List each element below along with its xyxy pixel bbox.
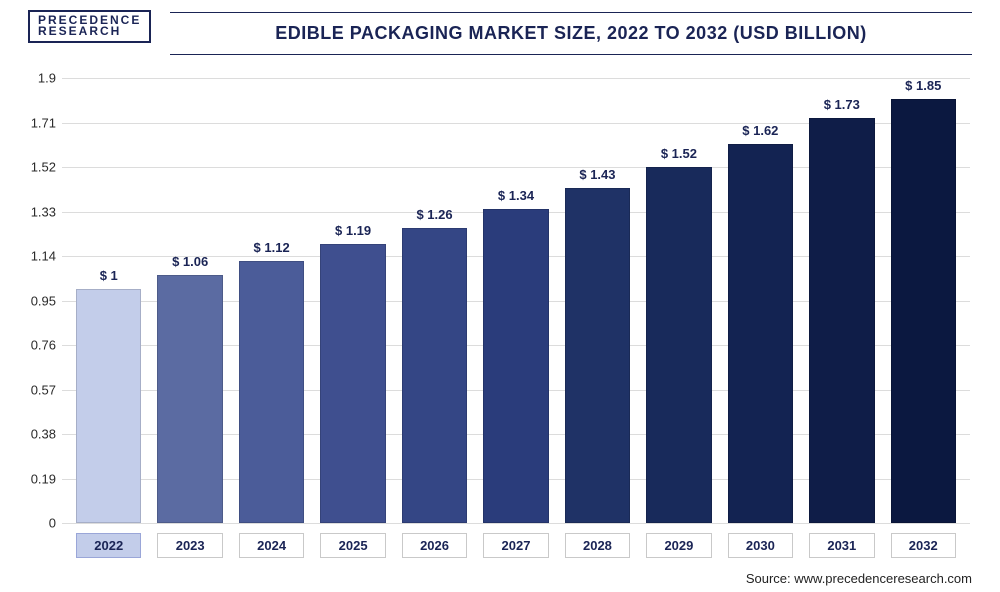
bar-slot: $ 1.06	[149, 78, 230, 523]
x-category-label: 2029	[646, 533, 711, 558]
bar-value-label: $ 1.85	[905, 78, 941, 93]
chart-title: EDIBLE PACKAGING MARKET SIZE, 2022 TO 20…	[275, 23, 866, 43]
bar-value-label: $ 1.12	[254, 240, 290, 255]
x-category: 2023	[149, 533, 230, 558]
bar	[320, 244, 385, 523]
x-category: 2022	[68, 533, 149, 558]
bar-slot: $ 1.26	[394, 78, 475, 523]
bar-value-label: $ 1.19	[335, 223, 371, 238]
y-tick-label: 1.14	[18, 249, 56, 264]
bar	[809, 118, 874, 523]
y-tick-label: 0	[18, 516, 56, 531]
bar-value-label: $ 1	[100, 268, 118, 283]
x-category-label: 2031	[809, 533, 874, 558]
bar-value-label: $ 1.43	[579, 167, 615, 182]
x-category: 2031	[801, 533, 882, 558]
bar	[565, 188, 630, 523]
x-category-label: 2028	[565, 533, 630, 558]
y-tick-label: 0.95	[18, 293, 56, 308]
gridline	[62, 523, 970, 524]
x-category-label: 2022	[76, 533, 141, 558]
x-category-label: 2030	[728, 533, 793, 558]
bar-slot: $ 1	[68, 78, 149, 523]
x-category: 2032	[883, 533, 964, 558]
y-tick-label: 0.38	[18, 427, 56, 442]
y-tick-label: 0.76	[18, 338, 56, 353]
bar	[76, 289, 141, 523]
bar	[239, 261, 304, 523]
chart-title-bar: EDIBLE PACKAGING MARKET SIZE, 2022 TO 20…	[170, 12, 972, 55]
bar-value-label: $ 1.06	[172, 254, 208, 269]
y-tick-label: 1.52	[18, 160, 56, 175]
brand-logo: PRECEDENCE RESEARCH	[28, 10, 151, 43]
x-category-label: 2023	[157, 533, 222, 558]
bar-value-label: $ 1.34	[498, 188, 534, 203]
x-axis-labels: 2022 2023 2024 2025 2026 2027 2028 2029 2030 2031…	[62, 533, 970, 558]
bar	[891, 99, 956, 523]
x-category-label: 2026	[402, 533, 467, 558]
x-category: 2030	[720, 533, 801, 558]
bar-slot: $ 1.34	[475, 78, 556, 523]
x-category: 2026	[394, 533, 475, 558]
x-category-label: 2027	[483, 533, 548, 558]
bar-slot: $ 1.73	[801, 78, 882, 523]
bar-slot: $ 1.62	[720, 78, 801, 523]
y-tick-label: 0.57	[18, 382, 56, 397]
y-tick-label: 1.71	[18, 115, 56, 130]
bar-slot: $ 1.52	[638, 78, 719, 523]
source-text: Source: www.precedenceresearch.com	[746, 571, 972, 586]
bars-container: $ 1 $ 1.06 $ 1.12 $ 1.19 $ 1.26 $ 1.34 $ 1.43 $…	[62, 78, 970, 523]
bar-slot: $ 1.85	[883, 78, 964, 523]
bar	[483, 209, 548, 523]
x-category-label: 2032	[891, 533, 956, 558]
bar	[646, 167, 711, 523]
bar	[402, 228, 467, 523]
x-category-label: 2025	[320, 533, 385, 558]
bar-value-label: $ 1.62	[742, 123, 778, 138]
y-tick-label: 0.19	[18, 471, 56, 486]
bar	[728, 144, 793, 523]
x-category: 2024	[231, 533, 312, 558]
y-tick-label: 1.33	[18, 204, 56, 219]
bar-slot: $ 1.19	[312, 78, 393, 523]
x-category: 2028	[557, 533, 638, 558]
bar-chart: 00.190.380.570.760.951.141.331.521.711.9…	[62, 78, 970, 524]
x-category: 2027	[475, 533, 556, 558]
y-tick-label: 1.9	[18, 71, 56, 86]
bar-slot: $ 1.43	[557, 78, 638, 523]
x-category: 2029	[638, 533, 719, 558]
bar	[157, 275, 222, 523]
bar-slot: $ 1.12	[231, 78, 312, 523]
bar-value-label: $ 1.52	[661, 146, 697, 161]
x-category-label: 2024	[239, 533, 304, 558]
x-category: 2025	[312, 533, 393, 558]
bar-value-label: $ 1.26	[416, 207, 452, 222]
bar-value-label: $ 1.73	[824, 97, 860, 112]
logo-line-2: RESEARCH	[38, 26, 141, 37]
